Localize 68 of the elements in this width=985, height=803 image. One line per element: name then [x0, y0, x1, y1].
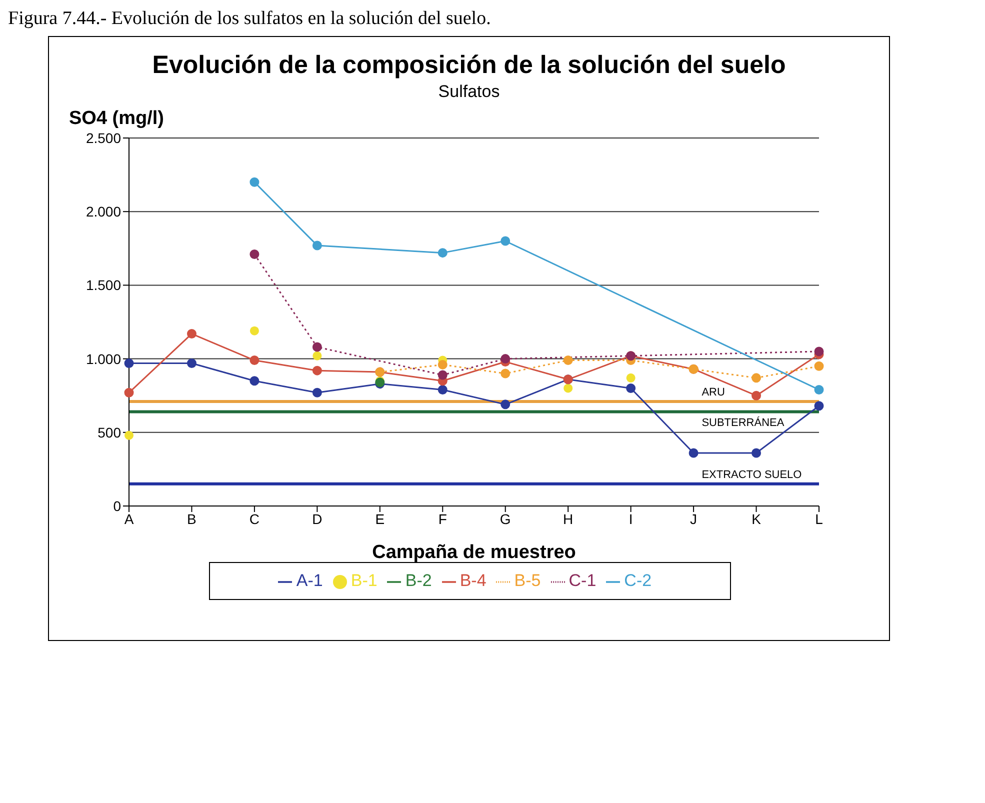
point	[438, 248, 448, 258]
x-tick-label: E	[375, 510, 385, 527]
point	[752, 373, 762, 383]
x-tick-label: G	[500, 510, 511, 527]
x-tick-label: F	[438, 510, 447, 527]
point	[688, 448, 698, 458]
point	[500, 400, 510, 410]
point	[752, 390, 762, 400]
chart-subtitle: Sulfatos	[437, 82, 501, 102]
point	[312, 366, 322, 376]
legend-label: A-1	[296, 571, 323, 590]
legend-label: C-2	[624, 571, 652, 590]
point	[250, 250, 260, 260]
x-axis-title: Campaña de muestreo	[372, 542, 576, 563]
point	[186, 358, 196, 368]
point	[814, 401, 824, 411]
point	[438, 384, 448, 394]
point	[124, 430, 134, 440]
x-tick-label: J	[690, 510, 698, 527]
x-tick-label: H	[563, 510, 574, 527]
point	[250, 326, 259, 336]
point	[500, 354, 510, 364]
point	[564, 384, 573, 393]
point	[563, 356, 573, 366]
point	[124, 358, 134, 368]
point	[124, 388, 134, 398]
chart-title: Evolución de la composición de la solución del suelo	[151, 51, 787, 80]
y-tick-label: 0	[113, 498, 122, 514]
x-tick-label: K	[752, 510, 762, 527]
legend-label: B-1	[350, 571, 378, 590]
point	[250, 177, 260, 187]
y-axis-title: SO4 (mg/l)	[69, 108, 164, 130]
text: Figura 7.44.- Evolución de los sulfatos en la solución del suelo.	[8, 8, 492, 30]
x-tick-label: B	[187, 510, 196, 527]
point	[500, 368, 510, 378]
y-tick-label: 2.500	[86, 130, 122, 146]
legend-label: C-1	[568, 571, 596, 590]
point	[186, 329, 196, 339]
point	[312, 351, 322, 360]
point	[438, 360, 448, 370]
ref-line-label: ARU	[702, 386, 725, 398]
ref-line-label: EXTRACTO SUELO	[702, 468, 802, 481]
point	[626, 373, 636, 382]
x-tick-label: C	[249, 510, 260, 527]
y-tick-label: 500	[98, 424, 122, 440]
point	[250, 376, 260, 386]
point	[312, 388, 322, 398]
point	[312, 342, 322, 352]
point	[814, 384, 824, 394]
legend-label: B-5	[514, 571, 541, 590]
legend-label: B-2	[405, 571, 432, 590]
point	[500, 236, 510, 246]
ref-line-label: SUBTERRÁNEA	[702, 416, 785, 429]
y-tick-label: 1.500	[86, 277, 122, 294]
x-tick-label: A	[124, 510, 134, 527]
point	[438, 370, 448, 380]
point	[814, 361, 824, 371]
x-tick-label: L	[815, 510, 824, 527]
legend-label: B-4	[460, 571, 486, 590]
y-tick-label: 2.000	[86, 204, 122, 220]
x-tick-label: D	[312, 510, 322, 527]
x-tick-label: I	[628, 510, 633, 527]
y-tick-label: 1.000	[86, 350, 122, 367]
point	[752, 448, 762, 458]
point	[814, 346, 824, 356]
point	[626, 383, 636, 393]
point	[312, 240, 322, 250]
point	[250, 356, 260, 366]
